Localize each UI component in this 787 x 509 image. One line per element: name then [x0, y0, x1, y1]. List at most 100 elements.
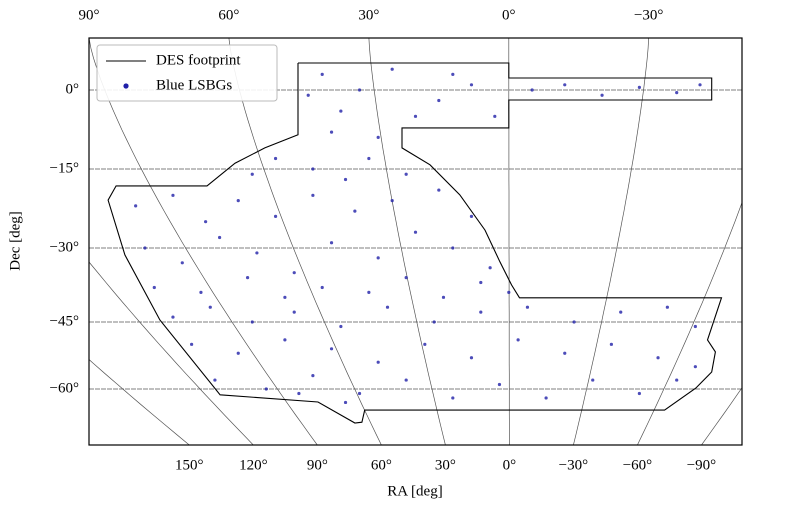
- x-tick-label: 150°: [175, 457, 204, 473]
- point: [525, 305, 530, 309]
- point: [273, 214, 278, 218]
- point: [376, 360, 380, 364]
- footprint: [107, 62, 723, 424]
- y-axis-label: Dec [deg]: [7, 211, 23, 271]
- point: [292, 310, 296, 314]
- point: [376, 256, 380, 260]
- point: [236, 351, 240, 355]
- x-tick-label-top: 0°: [502, 7, 516, 23]
- point: [619, 310, 623, 314]
- point: [357, 391, 362, 396]
- point: [563, 351, 567, 355]
- x-tick-label: −90°: [687, 457, 716, 473]
- point: [451, 246, 455, 250]
- legend-box: [96, 44, 278, 102]
- point: [544, 396, 548, 400]
- point: [451, 72, 455, 76]
- point: [413, 230, 418, 234]
- point: [479, 280, 483, 285]
- x-tick-label: 120°: [239, 457, 268, 473]
- plot-frame: [88, 37, 743, 446]
- point: [637, 391, 641, 396]
- point: [693, 324, 697, 329]
- x-axis-label: RA [deg]: [387, 483, 442, 499]
- x-tick-label: −60°: [623, 457, 652, 473]
- y-tick-label: 0°: [66, 81, 80, 97]
- legend-label: Blue LSBGs: [156, 77, 232, 93]
- x-tick-label: 0°: [503, 457, 517, 473]
- y-tick-label: −45°: [50, 313, 79, 329]
- point: [469, 356, 474, 360]
- point: [493, 114, 497, 118]
- x-tick-label: 60°: [371, 457, 392, 473]
- y-tick-label: −15°: [50, 160, 79, 176]
- point: [479, 310, 483, 314]
- meridian: [89, 261, 254, 445]
- point: [572, 320, 576, 324]
- point: [320, 72, 324, 76]
- point: [530, 88, 534, 92]
- meridian: [368, 38, 446, 445]
- point: [637, 85, 641, 89]
- y-tick-label: −30°: [50, 239, 79, 255]
- point: [199, 290, 203, 294]
- point: [357, 88, 362, 92]
- point: [437, 98, 441, 103]
- point: [675, 91, 679, 95]
- point: [693, 365, 697, 369]
- point: [404, 276, 408, 280]
- point: [255, 251, 259, 255]
- x-tick-label-top: 60°: [218, 7, 239, 23]
- y-tick-label: −60°: [50, 380, 79, 396]
- meridian: [573, 38, 650, 445]
- point: [152, 285, 156, 290]
- point: [329, 347, 334, 351]
- meridian: [228, 38, 382, 445]
- point: [507, 290, 511, 294]
- point: [245, 276, 250, 280]
- point: [367, 156, 371, 161]
- point: [376, 135, 380, 139]
- point: [343, 400, 348, 405]
- point: [292, 271, 296, 275]
- labels: 0° −15° −30° −45° −60° 90° 60° 30° 0° −30° 150° 120…: [50, 7, 717, 473]
- point: [339, 324, 343, 329]
- point: [208, 305, 212, 309]
- point: [441, 295, 446, 299]
- legend: DES footprint Blue LSBGs: [96, 44, 278, 102]
- point: [698, 83, 702, 87]
- point: [591, 378, 595, 382]
- point: [343, 177, 348, 182]
- point: [320, 285, 324, 290]
- point: [311, 193, 315, 197]
- point: [437, 188, 441, 192]
- point: [143, 246, 147, 250]
- meridian: [637, 201, 742, 445]
- point: [404, 378, 408, 382]
- point: [306, 93, 310, 97]
- point: [516, 338, 520, 342]
- point: [297, 391, 301, 396]
- x-tick-label-top: 30°: [358, 7, 379, 23]
- point: [329, 241, 334, 245]
- point: [283, 338, 287, 342]
- point: [390, 199, 394, 203]
- point: [367, 290, 371, 294]
- point: [250, 320, 254, 324]
- point: [675, 378, 679, 382]
- legend-label: DES footprint: [156, 52, 241, 68]
- point: [236, 199, 240, 203]
- point: [665, 305, 669, 309]
- point: [204, 220, 208, 224]
- point: [218, 235, 222, 240]
- point: [213, 378, 217, 382]
- point: [656, 356, 660, 360]
- grid: [89, 38, 742, 445]
- point: [451, 396, 455, 400]
- point: [250, 172, 254, 176]
- point: [171, 315, 175, 319]
- point: [134, 204, 138, 208]
- meridian: [89, 38, 318, 445]
- point: [413, 114, 418, 118]
